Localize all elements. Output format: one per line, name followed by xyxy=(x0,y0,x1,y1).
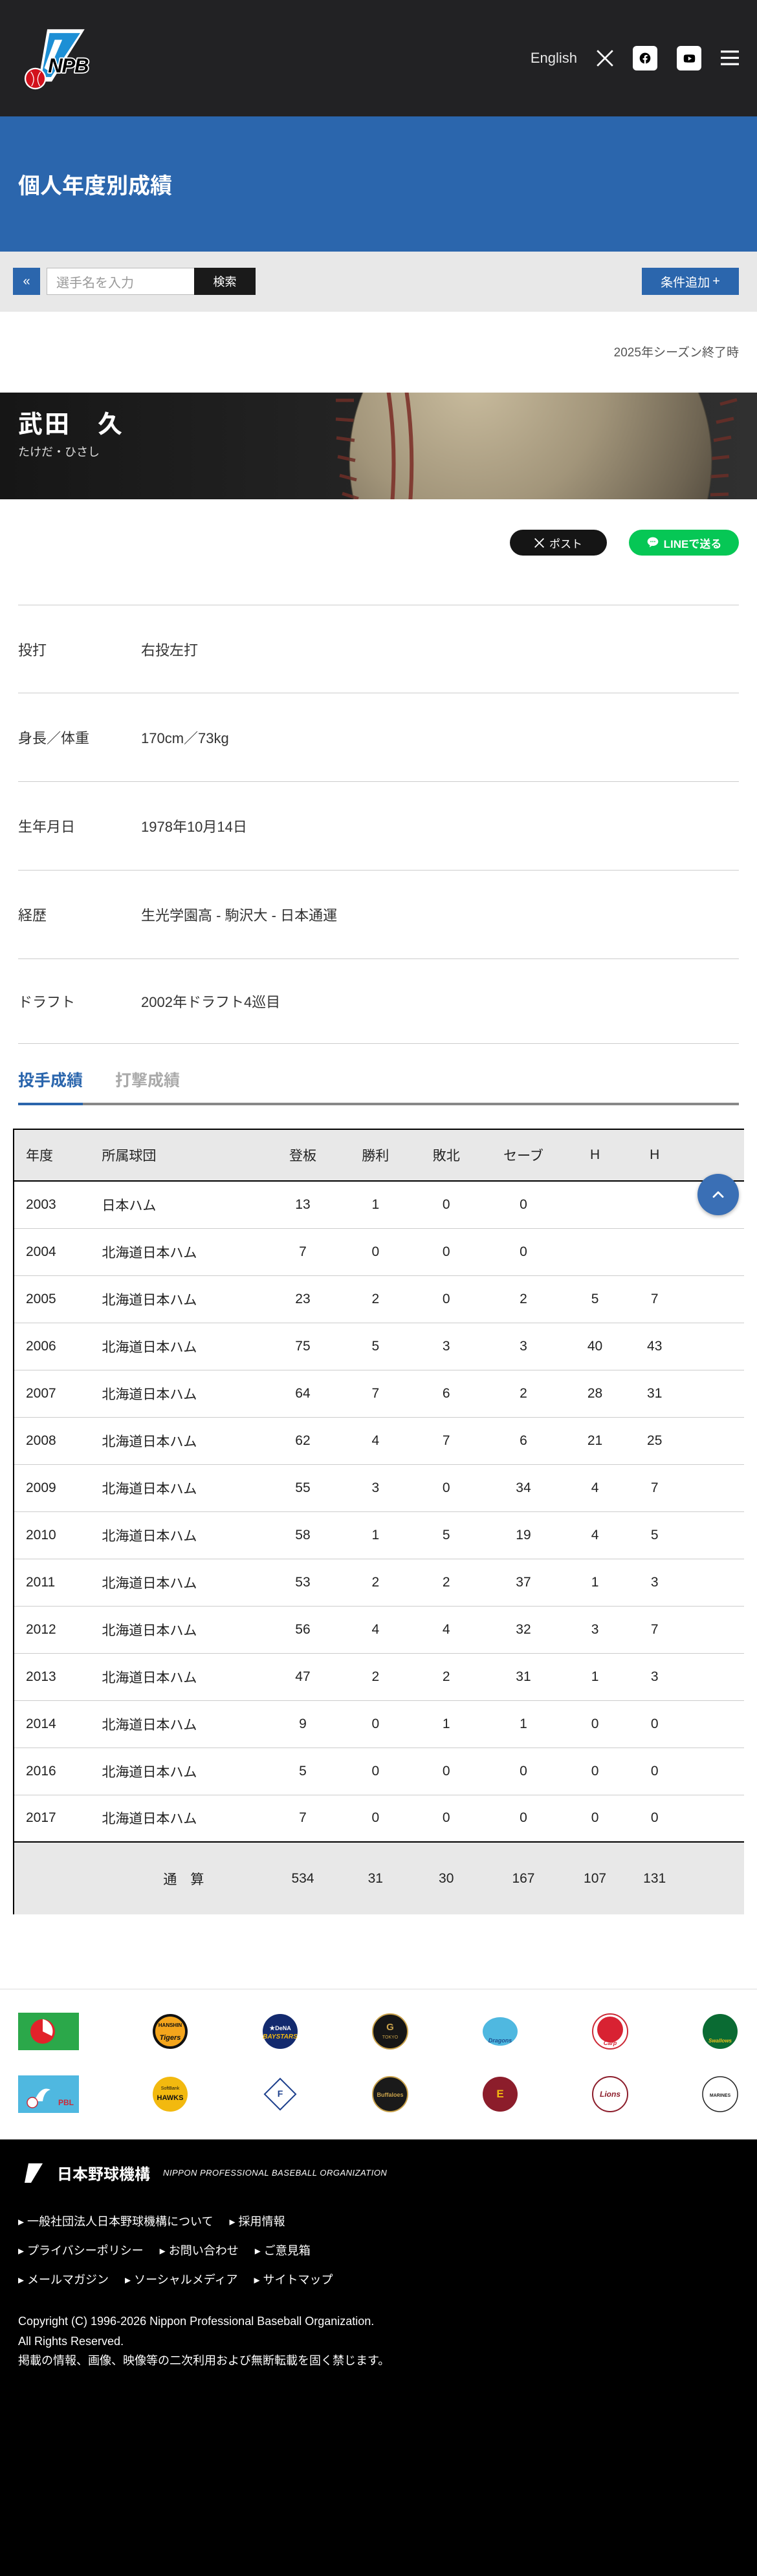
svg-text:E: E xyxy=(496,2088,503,2100)
svg-text:F: F xyxy=(278,2088,283,2099)
svg-text:Dragons: Dragons xyxy=(488,2037,512,2044)
svg-text:Tigers: Tigers xyxy=(160,2034,181,2042)
svg-text:SoftBank: SoftBank xyxy=(161,2086,180,2091)
svg-text:TOKYO: TOKYO xyxy=(382,2035,399,2040)
svg-text:Swallows: Swallows xyxy=(708,2038,732,2044)
svg-text:Carp: Carp xyxy=(604,2040,617,2046)
svg-text:MARINES: MARINES xyxy=(710,2094,731,2098)
svg-text:★DeNA: ★DeNA xyxy=(269,2025,291,2031)
svg-text:HAWKS: HAWKS xyxy=(157,2094,184,2102)
svg-text:PBL: PBL xyxy=(58,2098,74,2107)
svg-text:NPB: NPB xyxy=(48,54,89,77)
svg-text:Buffaloes: Buffaloes xyxy=(377,2092,403,2098)
svg-text:G: G xyxy=(386,2022,394,2033)
svg-text:Lions: Lions xyxy=(600,2090,620,2099)
svg-text:HANSHIN: HANSHIN xyxy=(159,2022,182,2028)
svg-text:BAYSTARS: BAYSTARS xyxy=(263,2033,298,2040)
